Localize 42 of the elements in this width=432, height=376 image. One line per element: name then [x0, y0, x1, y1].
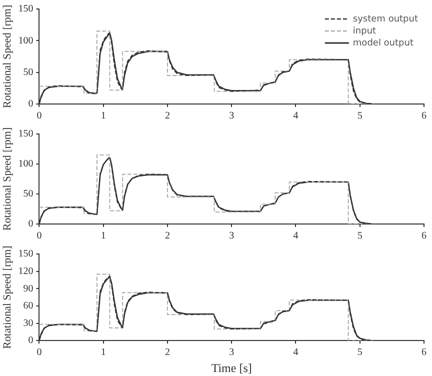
y-tick-label: 100: [18, 158, 34, 170]
legend-label: system output: [352, 14, 418, 24]
y-tick-label: 50: [23, 66, 34, 78]
x-tick-label: 6: [422, 347, 426, 358]
y-axis-title: Rotational Speed [rpm]: [1, 127, 14, 231]
x-tick-label: 3: [229, 110, 234, 122]
x-axis-title: Time [s]: [211, 360, 252, 375]
y-axis-title: Rotational Speed [rpm]: [1, 246, 14, 349]
x-tick-label: 0: [36, 230, 42, 242]
x-tick-label: 6: [422, 230, 426, 242]
y-axis-title: Rotational Speed [rpm]: [1, 4, 14, 108]
x-tick-label: 0: [36, 347, 42, 358]
x-tick-label: 3: [229, 230, 234, 242]
x-tick-label: 2: [164, 110, 170, 122]
legend-label: input: [352, 26, 377, 36]
x-tick-label: 4: [293, 230, 298, 242]
x-tick-label: 1: [100, 347, 106, 358]
x-tick-label: 2: [164, 347, 170, 358]
y-tick-label: 120: [18, 266, 34, 277]
x-tick-label: 1: [100, 110, 106, 122]
x-tick-label: 1: [100, 230, 106, 242]
x-tick-label: 2: [164, 230, 170, 242]
x-tick-label: 5: [357, 347, 362, 358]
x-tick-label: 5: [357, 230, 362, 242]
y-tick-label: 0: [28, 218, 34, 230]
y-tick-label: 90: [23, 283, 34, 294]
y-tick-label: 50: [23, 188, 34, 200]
y-tick-label: 150: [18, 248, 34, 260]
y-tick-label: 0: [28, 98, 34, 110]
legend-label: model output: [352, 38, 414, 48]
x-tick-label: 4: [293, 347, 298, 358]
x-tick-label: 0: [36, 110, 42, 122]
x-tick-label: 6: [422, 110, 426, 122]
x-tick-label: 3: [229, 347, 234, 358]
y-tick-label: 60: [23, 300, 34, 312]
y-tick-label: 0: [28, 335, 34, 346]
y-tick-label: 150: [18, 4, 34, 15]
y-tick-label: 30: [23, 318, 34, 329]
y-tick-label: 150: [18, 128, 34, 140]
x-tick-label: 5: [357, 110, 362, 122]
y-tick-label: 100: [18, 35, 34, 46]
x-tick-label: 4: [293, 110, 298, 122]
